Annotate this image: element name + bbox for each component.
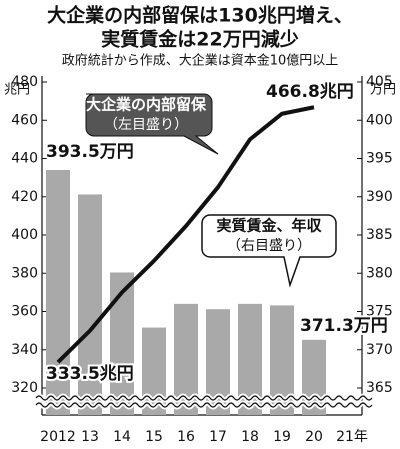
x-tick-label: 14 [113,429,131,445]
y2-tick-label: 385 [366,227,393,243]
axis-break [35,402,373,408]
y2-tick-label: 380 [366,265,393,281]
y-tick-label: 360 [11,304,38,320]
callout [201,214,337,288]
y2-tick-label: 370 [366,342,393,358]
x-tick-label: 18 [241,429,259,445]
y2-tick-label: 365 [366,380,393,396]
callout [85,93,219,155]
x-tick-label: 15 [145,429,163,445]
axis-break [35,395,373,401]
y-tick-label: 380 [11,265,38,281]
data-label: 393.5万円 [46,142,134,162]
y-tick-label: 440 [11,151,38,167]
bar [110,272,134,415]
x-tick-label: 16 [177,429,195,445]
y2-tick-label: 375 [366,304,393,320]
annotation: 大企業の内部留保 [86,96,207,114]
y2-tick-label: 400 [366,112,393,128]
annotation-note: （左目盛り） [104,117,188,133]
y-tick-label: 460 [11,112,38,128]
chart-title: 大企業の内部留保は130兆円増え、 [47,4,353,27]
x-tick-label: 20 [305,429,323,445]
y2-tick-label: 405 [366,74,393,90]
annotation-note: （右目盛り） [227,238,311,254]
y-tick-label: 400 [11,227,38,243]
y-tick-label: 480 [11,74,38,90]
x-tick-label: 21年 [336,429,368,445]
line [56,105,315,364]
y-tick-label: 320 [11,380,38,396]
y2-tick-label: 390 [366,189,393,205]
x-tick-label: 19 [273,429,291,445]
data-label: 371.3万円 [300,316,388,336]
data-label: 466.8兆円 [266,82,354,102]
x-tick-label: 13 [81,429,99,445]
x-tick-label: 17 [209,429,227,445]
annotation: 実質賃金、年収 [216,217,322,235]
y-tick-label: 340 [11,342,38,358]
y2-unit: 万円 [370,83,396,98]
y2-tick-label: 395 [366,151,393,167]
y-unit: 兆円 [4,83,30,98]
y-tick-label: 420 [11,189,38,205]
data-label: 333.5兆円 [46,364,134,384]
chart-subtitle: 政府統計から作成、大企業は資本金10億円以上 [62,53,339,69]
x-tick-label: 2012 [40,429,76,445]
bar [46,169,70,415]
bar [78,194,102,415]
chart-title: 実質賃金は22万円減少 [101,28,298,51]
